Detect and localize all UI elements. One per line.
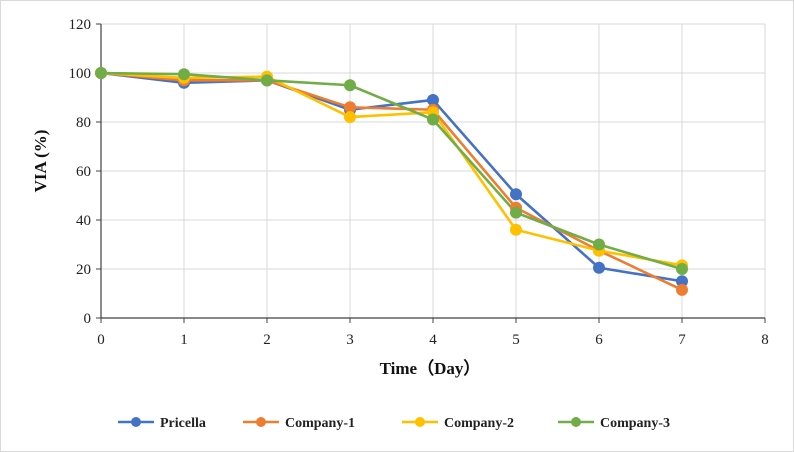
data-point-company-3-4 <box>427 113 439 126</box>
x-tick-label-2: 2 <box>263 332 271 348</box>
y-tick-label-0: 0 <box>84 311 92 327</box>
legend-label-pricella: Pricella <box>160 416 206 431</box>
x-tick-label-0: 0 <box>97 332 105 348</box>
y-tick-label-120: 120 <box>69 17 92 33</box>
data-point-company-3-1 <box>178 68 190 81</box>
x-tick-label-8: 8 <box>761 332 769 348</box>
legend-label-company-2: Company-2 <box>444 416 514 431</box>
y-tick-label-20: 20 <box>76 262 91 278</box>
legend-label-company-3: Company-3 <box>600 416 670 431</box>
x-tick-label-6: 6 <box>595 332 603 348</box>
series-line-company-3 <box>100 71 683 271</box>
x-tick-label-3: 3 <box>346 332 354 348</box>
series-line-company-2 <box>100 71 683 267</box>
x-axis-title: Time（Day） <box>380 358 481 378</box>
legend-marker-company-2 <box>415 417 425 427</box>
legend-label-company-1: Company-1 <box>285 416 355 431</box>
data-point-company-3-3 <box>344 79 356 92</box>
data-point-pricella-5 <box>510 188 522 201</box>
series-layer <box>95 67 688 296</box>
data-point-company-1-7 <box>676 283 688 296</box>
data-point-company-3-7 <box>676 263 688 275</box>
data-point-company-3-6 <box>593 238 605 251</box>
data-point-company-2-3 <box>344 111 356 124</box>
x-tick-label-5: 5 <box>512 332 520 348</box>
data-point-company-3-2 <box>261 74 273 87</box>
x-tick-labels: 0 1 2 3 4 5 6 7 8 <box>97 332 769 348</box>
axes <box>96 23 766 323</box>
y-tick-label-60: 60 <box>76 164 91 180</box>
x-tick-label-7: 7 <box>678 332 686 348</box>
y-axis-title: VIA (%) <box>31 130 50 193</box>
legend-marker-pricella <box>131 417 141 427</box>
data-point-company-2-5 <box>510 223 522 236</box>
series-line-pricella <box>100 71 683 283</box>
x-tick-label-1: 1 <box>180 332 188 348</box>
legend-marker-company-3 <box>571 417 581 427</box>
data-point-pricella-6 <box>593 261 605 274</box>
gridlines <box>101 23 766 318</box>
data-point-company-3-0 <box>95 67 107 79</box>
legend: Pricella Company-1 Company-2 Company-3 <box>118 416 670 431</box>
series-line-company-1 <box>100 71 683 292</box>
y-tick-labels: 0 20 40 60 80 100 120 <box>69 17 92 327</box>
y-tick-label-40: 40 <box>76 213 91 229</box>
x-tick-label-4: 4 <box>429 332 437 348</box>
data-point-company-3-5 <box>510 206 522 219</box>
legend-marker-company-1 <box>256 417 266 427</box>
y-tick-label-80: 80 <box>76 115 91 131</box>
y-tick-label-100: 100 <box>69 66 92 82</box>
